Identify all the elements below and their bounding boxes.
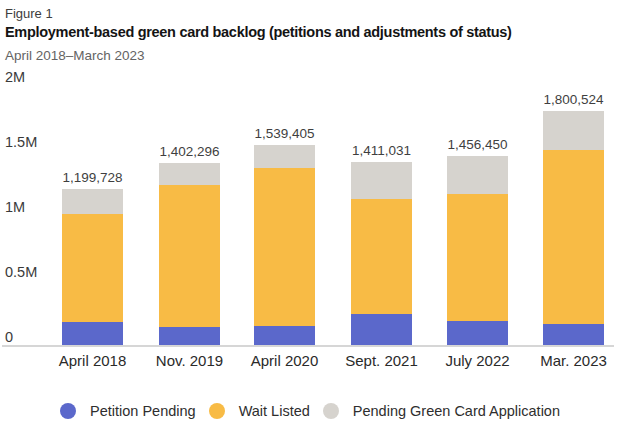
- x-axis-label: April 2020: [251, 352, 319, 369]
- bar-total-label: 1,539,405: [254, 126, 314, 141]
- bar-chart: 0 0.5M 1M 1.5M 2M 1,199,728 April 2018 1,402,29…: [0, 0, 620, 390]
- bar-segment-wait-listed: [543, 150, 604, 324]
- legend-dot-petition-pending: [60, 403, 76, 419]
- y-tick-label: 0.5M: [5, 265, 37, 280]
- legend-dot-wait-listed: [209, 403, 225, 419]
- legend-item: Pending Green Card Application: [323, 403, 560, 419]
- y-tick-label: 2M: [5, 70, 25, 85]
- y-tick-label: 0: [5, 330, 13, 345]
- bar-total-label: 1,411,031: [352, 143, 411, 158]
- bar-segment-petition-pending: [62, 322, 123, 345]
- bar-segment-pending-green-card-application: [62, 189, 123, 214]
- bar-total-label: 1,199,728: [62, 170, 122, 185]
- bar-segment-petition-pending: [351, 314, 412, 345]
- legend-label: Wait Listed: [239, 403, 310, 419]
- bar-segment-pending-green-card-application: [254, 145, 315, 168]
- x-axis-label: April 2018: [59, 352, 127, 369]
- bar-segment-petition-pending: [447, 321, 508, 345]
- legend-label: Petition Pending: [90, 403, 196, 419]
- bar-segment-wait-listed: [254, 168, 315, 326]
- x-axis-label: Mar. 2023: [540, 352, 607, 369]
- legend-label: Pending Green Card Application: [353, 403, 560, 419]
- figure-container: Figure 1 Employment-based green card bac…: [0, 0, 620, 430]
- x-axis-label: July 2022: [445, 352, 509, 369]
- legend-item: Petition Pending: [60, 403, 196, 419]
- bar-segment-wait-listed: [159, 185, 220, 327]
- legend: Petition Pending Wait Listed Pending Green…: [0, 397, 620, 425]
- x-axis-label: Nov. 2019: [156, 352, 223, 369]
- x-axis-line: [2, 345, 614, 347]
- bar-segment-pending-green-card-application: [447, 156, 508, 195]
- legend-dot-pending-green-card-application: [323, 403, 339, 419]
- bar-segment-pending-green-card-application: [159, 163, 220, 185]
- bar-segment-pending-green-card-application: [543, 111, 604, 150]
- x-axis-label: Sept. 2021: [345, 352, 418, 369]
- bar-segment-wait-listed: [62, 214, 123, 322]
- bar-total-label: 1,402,296: [159, 144, 219, 159]
- y-tick-label: 1.5M: [5, 135, 37, 150]
- bar-segment-petition-pending: [543, 324, 604, 345]
- bar-segment-wait-listed: [351, 199, 412, 313]
- bar-total-label: 1,456,450: [447, 137, 507, 152]
- bar-segment-petition-pending: [254, 326, 315, 345]
- legend-item: Wait Listed: [209, 403, 310, 419]
- bar-total-label: 1,800,524: [543, 92, 603, 107]
- bar-segment-wait-listed: [447, 194, 508, 321]
- y-tick-label: 1M: [5, 200, 25, 215]
- bar-segment-pending-green-card-application: [351, 162, 412, 200]
- bar-segment-petition-pending: [159, 327, 220, 345]
